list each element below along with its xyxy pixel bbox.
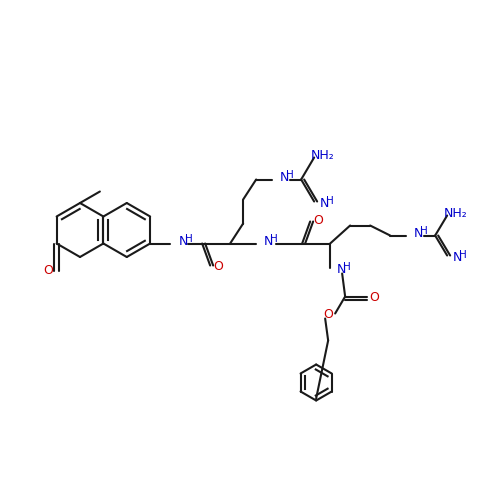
Text: N: N	[179, 235, 188, 248]
Text: H: H	[286, 170, 294, 179]
Text: N: N	[453, 251, 462, 264]
Text: H: H	[326, 196, 334, 205]
Text: O: O	[369, 291, 379, 304]
Text: O: O	[323, 308, 333, 321]
Text: O: O	[213, 260, 223, 273]
Text: N: N	[414, 227, 424, 240]
Text: H: H	[420, 226, 428, 235]
Text: N: N	[280, 171, 289, 184]
Text: N: N	[337, 263, 346, 276]
Text: NH₂: NH₂	[444, 207, 467, 220]
Text: H: H	[270, 234, 278, 243]
Text: N: N	[320, 197, 330, 210]
Text: NH₂: NH₂	[310, 149, 334, 162]
Text: H: H	[343, 262, 351, 272]
Text: H: H	[185, 234, 193, 243]
Text: O: O	[44, 264, 54, 277]
Text: H: H	[459, 250, 467, 260]
Text: N: N	[264, 235, 274, 248]
Text: O: O	[313, 214, 323, 227]
